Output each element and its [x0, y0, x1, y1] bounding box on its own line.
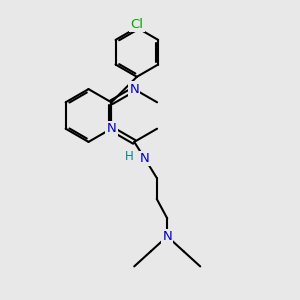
Text: N: N [106, 122, 116, 135]
Text: N: N [140, 152, 150, 165]
Text: Cl: Cl [130, 17, 143, 31]
Text: N: N [162, 230, 172, 243]
Text: H: H [125, 150, 134, 164]
Text: N: N [129, 82, 139, 96]
